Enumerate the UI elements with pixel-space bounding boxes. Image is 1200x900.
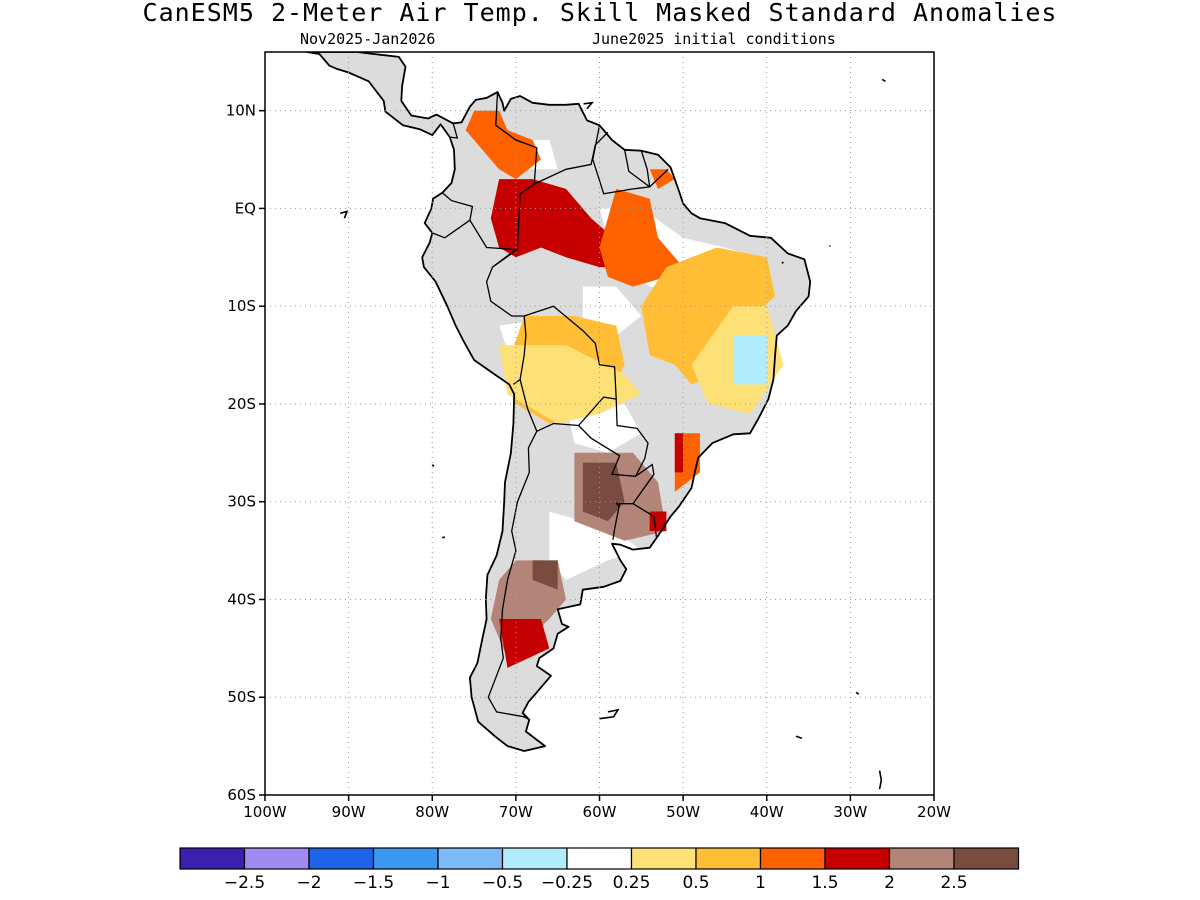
lon-tick-label: 70W <box>499 803 533 821</box>
lon-tick-label: 90W <box>332 803 366 821</box>
lat-tick-label: EQ <box>235 199 256 217</box>
anomaly-region-northwest-colombia-venezuela <box>465 110 541 180</box>
country-border <box>449 123 459 139</box>
colorbar-swatch <box>243 847 310 870</box>
colorbar-swatch <box>824 847 891 870</box>
lat-tick-label: 60S <box>227 786 256 804</box>
island-outline <box>442 536 446 539</box>
colorbar-label: 0.25 <box>613 873 651 893</box>
colorbar-label: 2.5 <box>940 873 967 893</box>
near-normal-patch <box>549 511 642 580</box>
country-border <box>534 131 609 185</box>
coastline <box>305 52 812 752</box>
colorbar-swatch <box>437 847 504 870</box>
island-outline <box>615 502 621 508</box>
colorbar-label: −2 <box>296 873 321 893</box>
lat-tick-label: 40S <box>227 590 256 608</box>
island-outline <box>881 78 886 82</box>
island-outline <box>855 691 860 695</box>
axis-ticks: 100W 90W 80W 70W 60W 50W 40W 30W 20W 10N EQ 10S 20S 3… <box>226 102 951 821</box>
chart-title: CanESM5 2-Meter Air Temp. Skill Masked S… <box>142 0 1058 27</box>
colorbar-swatch <box>501 847 568 870</box>
anomaly-region-guianas-orange <box>649 169 675 189</box>
colorbar-label: 2 <box>884 873 895 893</box>
initial-conditions-subtitle: June2025 initial conditions <box>592 30 836 48</box>
colorbar-label: −1.5 <box>353 873 394 893</box>
colorbar-swatch <box>566 847 633 870</box>
colorbar-swatch <box>695 847 762 870</box>
anomaly-region-patagonia-brown <box>532 560 558 590</box>
country-border <box>492 248 518 268</box>
anomaly-region-northeast-brazil-warm <box>641 247 776 385</box>
colorbar-label: −2.5 <box>224 873 265 893</box>
country-border <box>623 149 651 188</box>
lat-tick-label: 10N <box>226 102 256 120</box>
colorbar-label: 0.5 <box>682 873 709 893</box>
country-border <box>592 125 669 195</box>
anomaly-region-central-brazil-orange <box>599 188 684 287</box>
colorbar-swatch <box>888 847 955 870</box>
country-border <box>495 92 538 250</box>
lon-tick-label: 30W <box>833 803 867 821</box>
colorbar: −2.5 −2 −1.5 −1 −0.5 −0.25 0.25 0.5 1 1.5 2 2.5 <box>179 847 1020 893</box>
anomaly-region-patagonia-red <box>499 619 550 668</box>
island-outline <box>781 261 784 264</box>
valid-period-subtitle: Nov2025-Jan2026 <box>300 30 436 48</box>
island-outline <box>599 708 620 720</box>
country-border <box>469 219 527 385</box>
country-border <box>487 431 538 721</box>
colorbar-swatch <box>953 847 1020 870</box>
colorbar-swatch <box>630 847 697 870</box>
island-outline <box>828 245 831 248</box>
anomaly-region-paraguay-brown <box>582 462 625 522</box>
anomaly-region-east-brazil-cold <box>733 335 767 385</box>
country-border <box>578 399 649 477</box>
country-border <box>640 150 651 187</box>
island-outline <box>878 770 883 790</box>
anomaly-region-southeast-brazil-red <box>674 433 684 473</box>
lat-tick-label: 50S <box>227 688 256 706</box>
colorbar-label: 1.5 <box>811 873 838 893</box>
island-outline <box>795 735 803 740</box>
lon-tick-label: 60W <box>583 803 617 821</box>
country-border <box>432 192 474 239</box>
colorbar-label: −0.5 <box>482 873 523 893</box>
country-border <box>632 503 658 537</box>
lon-tick-label: 80W <box>415 803 449 821</box>
lon-tick-label: 100W <box>243 803 287 821</box>
lat-tick-label: 20S <box>227 395 256 413</box>
colorbar-label: −0.25 <box>541 873 593 893</box>
lon-tick-label: 20W <box>917 803 951 821</box>
colorbar-swatch <box>759 847 826 870</box>
colorbar-swatch <box>308 847 375 870</box>
colorbar-swatch <box>179 847 246 870</box>
island-outline <box>431 464 435 468</box>
lat-tick-label: 30S <box>227 493 256 511</box>
lon-tick-label: 40W <box>750 803 784 821</box>
island-outline <box>583 101 594 110</box>
lat-tick-label: 10S <box>227 297 256 315</box>
colorbar-swatch <box>372 847 439 870</box>
colorbar-label: 1 <box>755 873 766 893</box>
island-outline <box>340 210 349 219</box>
colorbar-label: −1 <box>425 873 450 893</box>
lon-tick-label: 50W <box>666 803 700 821</box>
coastline-layer <box>305 52 886 790</box>
